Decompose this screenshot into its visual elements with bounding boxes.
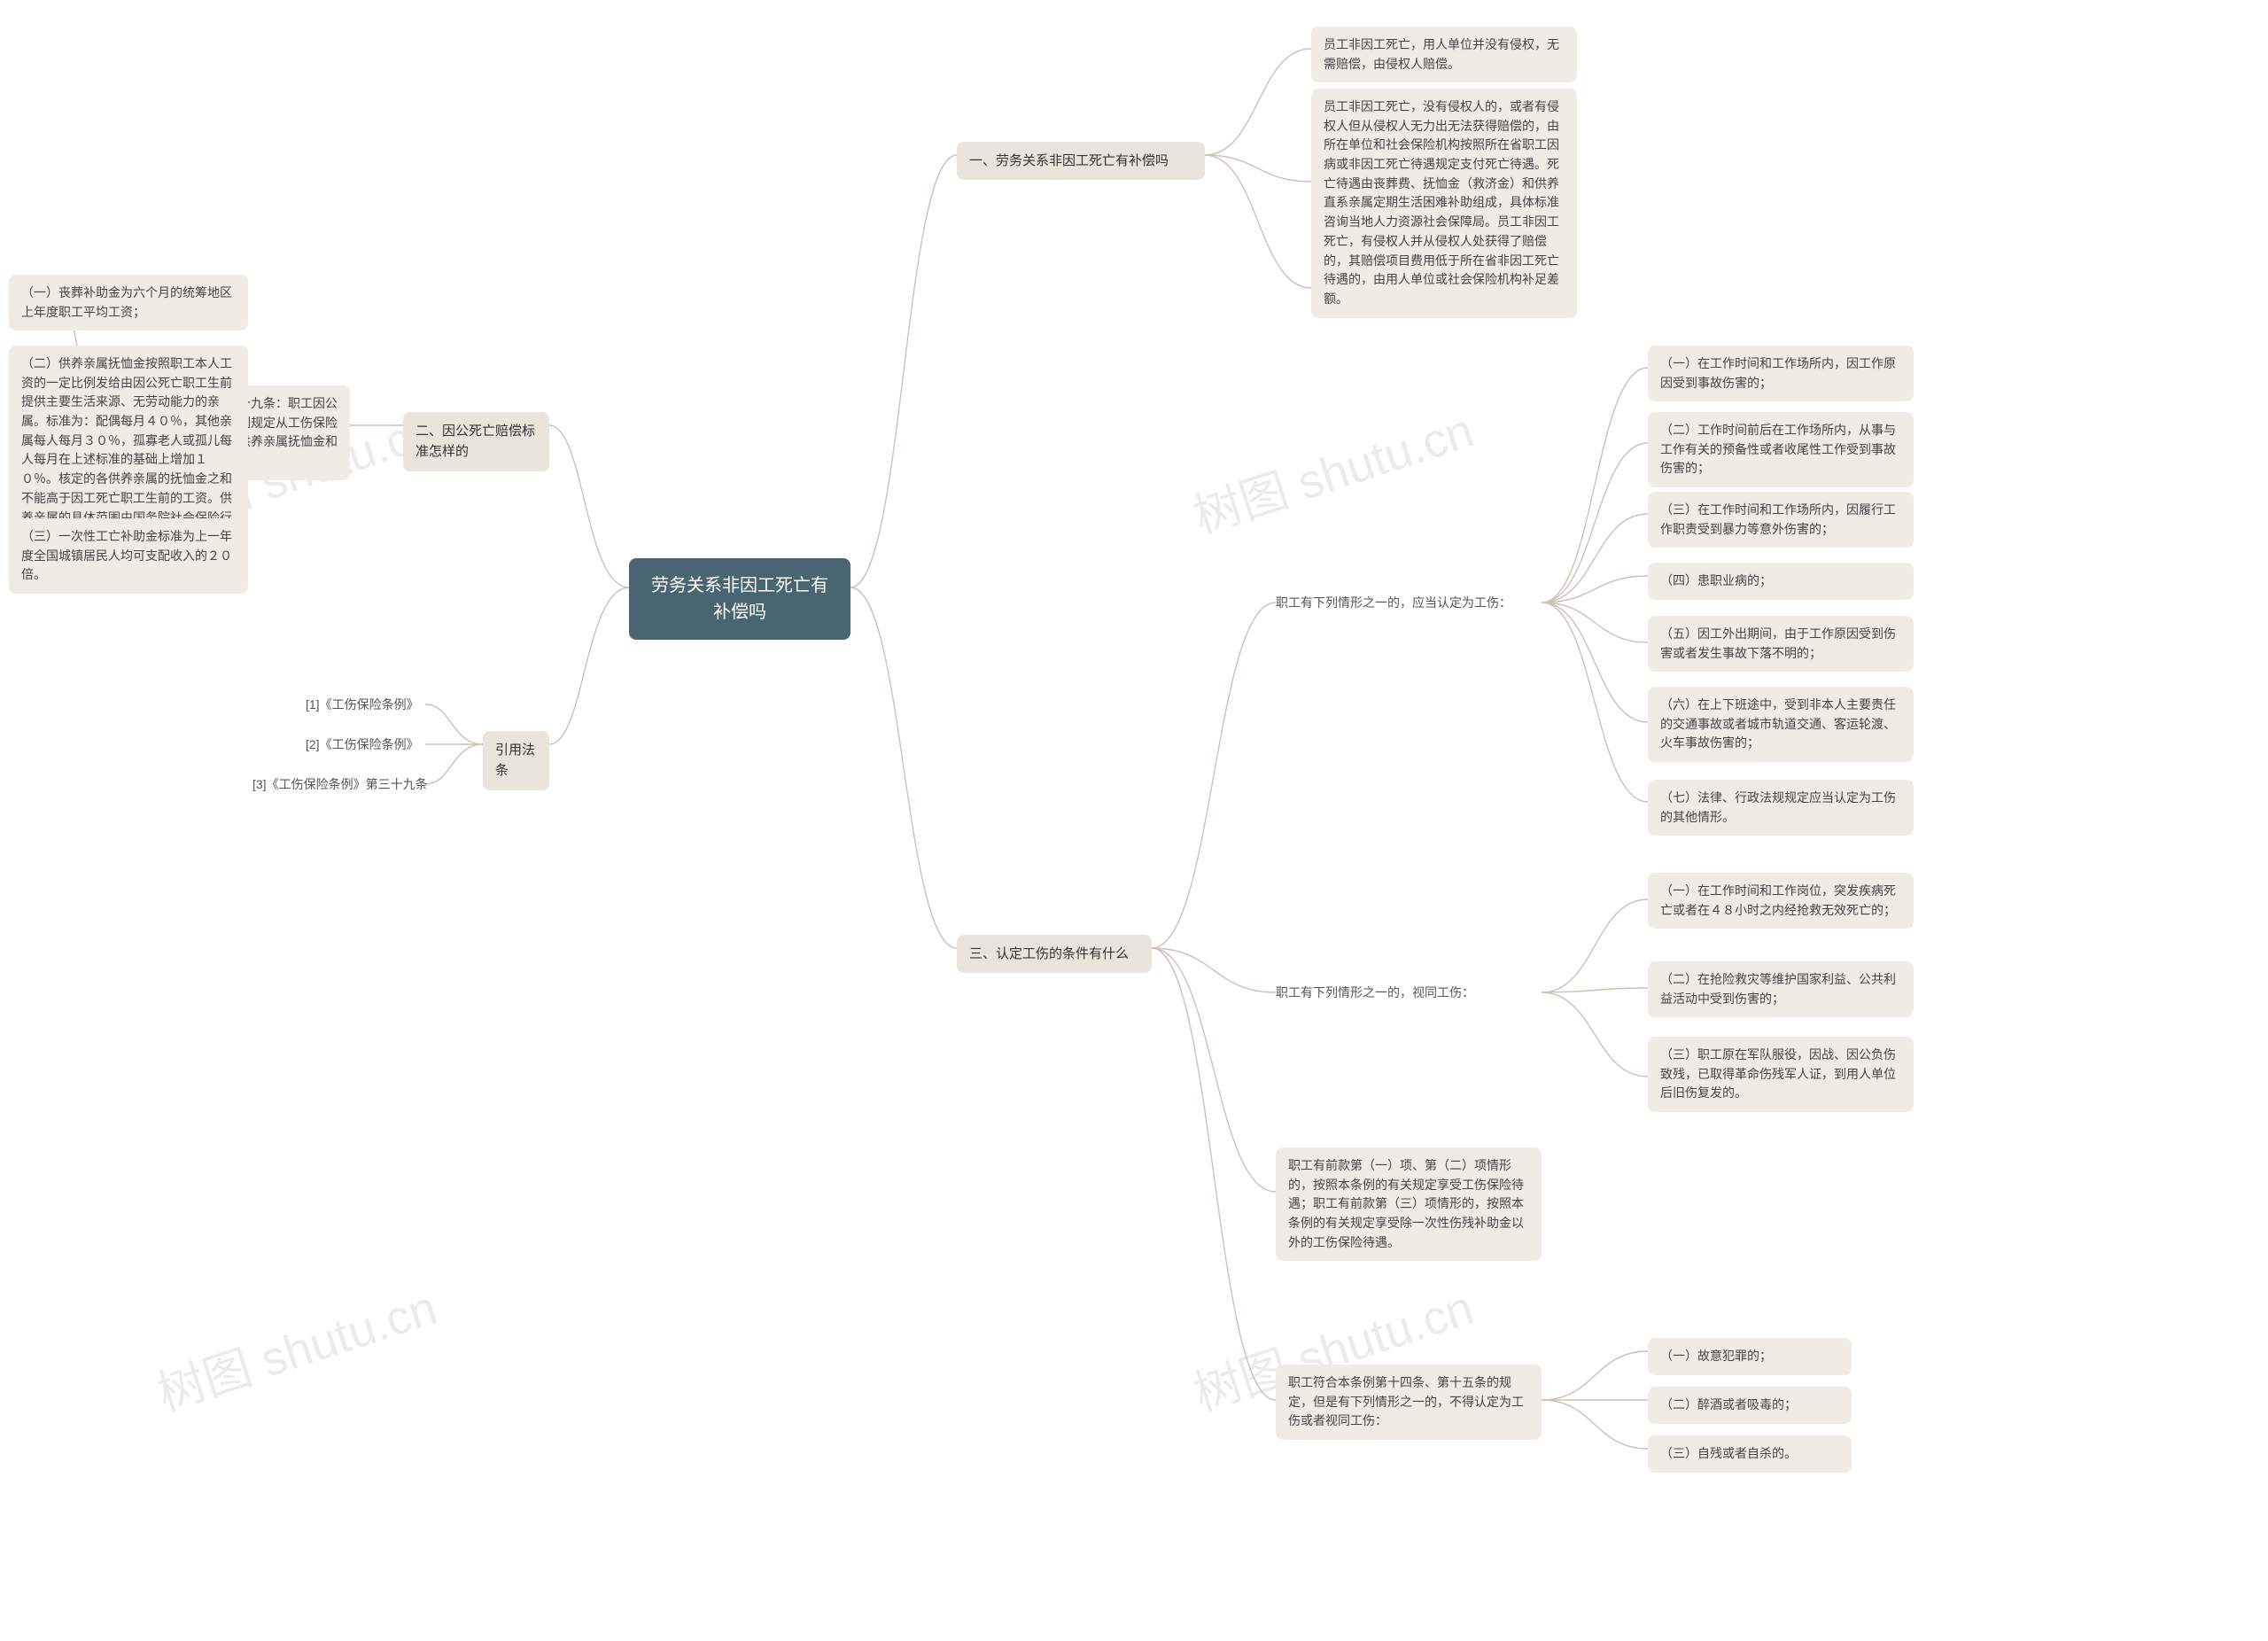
branch-1[interactable]: 一、劳务关系非因工死亡有补偿吗 [957,142,1205,180]
b3-g2-i1: （一）在工作时间和工作岗位，突发疾病死亡或者在４８小时之内经抢救无效死亡的； [1648,873,1914,929]
b3-g1-i5: （五）因工外出期间，由于工作原因受到伤害或者发生事故下落不明的； [1648,616,1914,672]
b3-g4-i3: （三）自残或者自杀的。 [1648,1435,1852,1473]
branch-cite[interactable]: 引用法条 [483,731,549,790]
b1-leaf-1: 员工非因工死亡，用人单位并没有侵权，无需赔偿，由侵权人赔偿。 [1311,27,1577,82]
root-node[interactable]: 劳务关系非因工死亡有补偿吗 [629,558,850,640]
b3-g1-i7: （七）法律、行政法规规定应当认定为工伤的其他情形。 [1648,780,1914,836]
b2-leaf-1: （一）丧葬补助金为六个月的统筹地区上年度职工平均工资； [9,275,248,331]
b3-g1-i4: （四）患职业病的； [1648,563,1914,600]
branch-3[interactable]: 三、认定工伤的条件有什么 [957,935,1152,973]
b3-g1-title: 职工有下列情形之一的，应当认定为工伤： [1276,594,1542,611]
cite-1: [1]《工伤保险条例》 [306,696,419,713]
cite-2: [2]《工伤保险条例》 [306,735,419,753]
b3-g2-title: 职工有下列情形之一的，视同工伤： [1276,984,1542,1001]
watermark: 树图 shutu.cn [147,1268,445,1424]
b3-g4-i2: （二）醉酒或者吸毒的； [1648,1387,1852,1424]
connectors [0,0,2268,1641]
b3-g1-i2: （二）工作时间前后在工作场所内，从事与工作有关的预备性或者收尾性工作受到事故伤害… [1648,412,1914,487]
branch-2[interactable]: 二、因公死亡赔偿标准怎样的 [403,412,549,471]
b3-g4-i1: （一）故意犯罪的； [1648,1338,1852,1375]
b2-leaf-3: （三）一次性工亡补助金标准为上一年度全国城镇居民人均可支配收入的２０倍。 [9,518,248,594]
b3-g1-i3: （三）在工作时间和工作场所内，因履行工作职责受到暴力等意外伤害的； [1648,492,1914,548]
b3-g1-i1: （一）在工作时间和工作场所内，因工作原因受到事故伤害的； [1648,346,1914,401]
b3-g4-title: 职工符合本条例第十四条、第十五条的规定，但是有下列情形之一的，不得认定为工伤或者… [1276,1365,1542,1440]
watermark: 树图 shutu.cn [1184,391,1481,547]
b3-g2-i3: （三）职工原在军队服役，因战、因公负伤致残，已取得革命伤残军人证，到用人单位后旧… [1648,1037,1914,1112]
cite-3: [3]《工伤保险条例》第三十九条 [252,775,428,793]
b1-leaf-2: 员工非因工死亡，没有侵权人的，或者有侵权人但从侵权人无力出无法获得赔偿的，由所在… [1311,89,1577,318]
b3-g2-i2: （二）在抢险救灾等维护国家利益、公共利益活动中受到伤害的； [1648,961,1914,1017]
b3-g1-i6: （六）在上下班途中，受到非本人主要责任的交通事故或者城市轨道交通、客运轮渡、火车… [1648,687,1914,762]
b3-g3: 职工有前款第（一）项、第（二）项情形的，按照本条例的有关规定享受工伤保险待遇；职… [1276,1147,1542,1261]
